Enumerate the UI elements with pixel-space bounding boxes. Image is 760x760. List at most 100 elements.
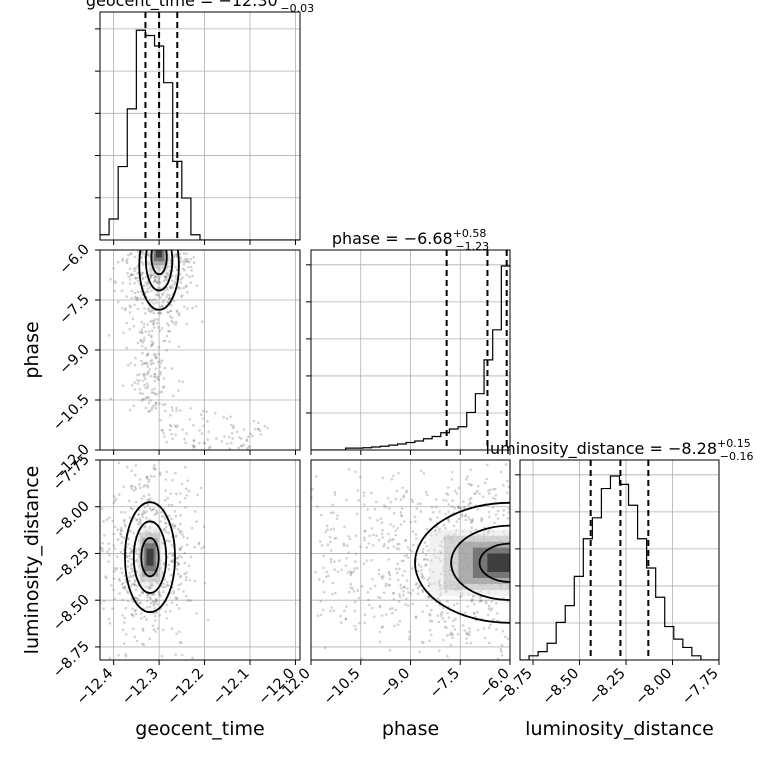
scatter-point	[396, 562, 399, 566]
scatter-point	[141, 392, 144, 396]
scatter-point	[171, 554, 175, 557]
scatter-point	[119, 533, 122, 536]
scatter-point	[131, 569, 134, 573]
scatter-point	[148, 368, 151, 371]
scatter-point	[150, 343, 154, 347]
scatter-point	[165, 444, 168, 447]
scatter-point	[163, 275, 167, 279]
scatter-point	[381, 476, 385, 480]
scatter-point	[151, 406, 154, 410]
scatter-point	[146, 281, 149, 285]
scatter-point	[441, 606, 445, 610]
scatter-point	[373, 584, 377, 588]
scatter-point	[199, 486, 203, 490]
scatter-point	[303, 535, 306, 538]
y-tick-label: −7.5	[57, 292, 93, 328]
scatter-point	[161, 291, 165, 295]
scatter-point	[145, 354, 149, 357]
scatter-point	[420, 469, 423, 473]
scatter-point	[175, 310, 179, 314]
scatter-point	[363, 536, 366, 540]
scatter-point	[292, 546, 295, 549]
scatter-point	[167, 568, 171, 571]
scatter-point	[173, 510, 177, 513]
scatter-point	[164, 498, 167, 502]
scatter-point	[482, 627, 486, 630]
scatter-point	[333, 491, 337, 494]
scatter-point	[139, 478, 142, 481]
scatter-point	[175, 409, 178, 413]
scatter-point	[354, 470, 357, 474]
scatter-point	[141, 591, 144, 595]
scatter-point	[463, 629, 466, 632]
scatter-point	[262, 610, 265, 613]
scatter-point	[133, 267, 136, 270]
scatter-point	[177, 587, 180, 591]
scatter-point	[143, 511, 147, 515]
scatter-point	[413, 520, 417, 523]
scatter-point	[316, 505, 319, 508]
scatter-point	[421, 550, 425, 554]
scatter-point	[143, 252, 146, 256]
scatter-point	[152, 322, 155, 325]
scatter-point	[177, 561, 180, 565]
scatter-point	[177, 562, 181, 566]
scatter-point	[147, 372, 150, 375]
scatter-point	[154, 403, 157, 407]
scatter-point	[476, 484, 480, 488]
scatter-point	[407, 591, 410, 594]
scatter-point	[453, 628, 457, 631]
y-tick-label: −8.00	[50, 498, 93, 541]
scatter-point	[130, 487, 134, 490]
scatter-point	[156, 377, 160, 381]
scatter-point	[349, 586, 352, 589]
scatter-point	[161, 305, 165, 308]
scatter-point	[169, 424, 173, 428]
scatter-point	[352, 590, 356, 593]
scatter-point	[268, 585, 271, 588]
scatter-point	[348, 537, 352, 541]
scatter-point	[500, 644, 504, 647]
histogram-geocent_time	[100, 29, 300, 240]
scatter-point	[150, 508, 153, 512]
scatter-point	[471, 518, 475, 521]
scatter-point	[133, 295, 137, 299]
scatter-point	[333, 493, 337, 496]
scatter-point	[382, 591, 386, 595]
scatter-point	[175, 557, 179, 560]
scatter-point	[170, 279, 174, 283]
scatter-point	[488, 515, 491, 519]
scatter-point	[187, 260, 191, 264]
scatter-point	[122, 642, 126, 645]
scatter-point	[102, 520, 105, 523]
scatter-point	[142, 361, 146, 365]
scatter-point	[387, 507, 391, 510]
scatter-point	[164, 276, 168, 279]
scatter-point	[415, 537, 418, 540]
scatter-point	[420, 640, 424, 644]
scatter-point	[141, 627, 145, 631]
scatter-point	[179, 582, 183, 586]
scatter-point	[445, 492, 448, 495]
scatter-point	[380, 521, 384, 524]
scatter-point	[499, 648, 503, 651]
scatter-point	[121, 598, 125, 602]
scatter-point	[332, 527, 336, 531]
scatter-point	[138, 486, 142, 490]
scatter-point	[185, 599, 189, 602]
scatter-point	[125, 555, 129, 559]
scatter-point	[357, 499, 361, 502]
scatter-point	[369, 587, 372, 591]
scatter-point	[197, 542, 201, 546]
scatter-point	[300, 541, 303, 544]
contour-line	[124, 501, 176, 614]
scatter-point	[170, 406, 174, 409]
scatter-point	[215, 437, 218, 440]
scatter-point	[208, 626, 211, 629]
scatter-point	[165, 334, 169, 338]
scatter-point	[127, 542, 130, 546]
scatter-point	[166, 272, 169, 276]
scatter-point	[314, 570, 317, 574]
scatter-point	[398, 567, 401, 571]
scatter-point	[140, 399, 144, 402]
